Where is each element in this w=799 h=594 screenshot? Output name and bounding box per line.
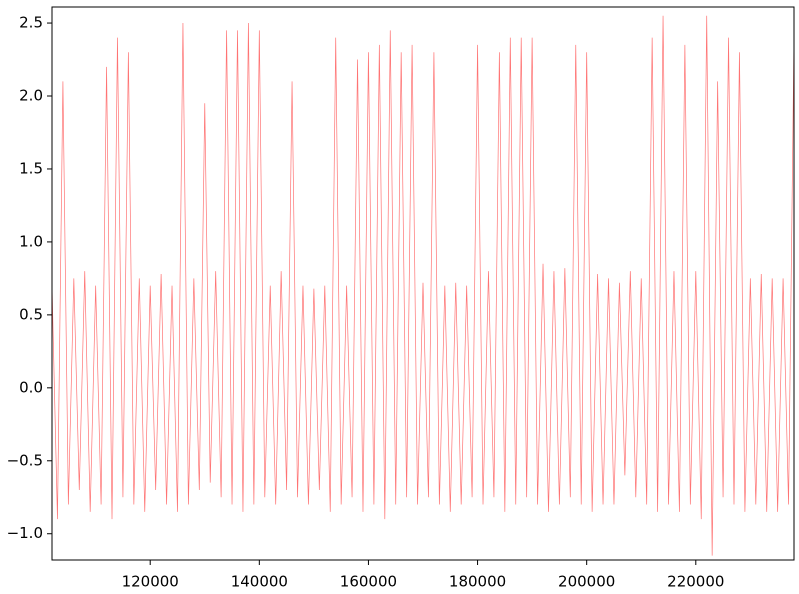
y-tick-label: 1.5 — [19, 159, 43, 177]
x-tick-label: 160000 — [340, 573, 397, 591]
x-tick-label: 140000 — [231, 573, 288, 591]
y-tick-label: 0.0 — [19, 378, 43, 396]
y-tick-label: 2.0 — [19, 87, 43, 105]
x-tick-label: 200000 — [558, 573, 615, 591]
y-tick-label: 0.5 — [19, 305, 43, 323]
y-tick-label: 2.5 — [19, 14, 43, 32]
y-tick-label: 1.0 — [19, 232, 43, 250]
y-tick-label: −1.0 — [7, 524, 43, 542]
x-tick-label: 180000 — [449, 573, 506, 591]
plot-frame — [51, 6, 795, 561]
x-tick-label: 220000 — [667, 573, 724, 591]
x-tick-label: 120000 — [122, 573, 179, 591]
signal-line — [51, 15, 795, 556]
y-tick-label: −0.5 — [7, 451, 43, 469]
